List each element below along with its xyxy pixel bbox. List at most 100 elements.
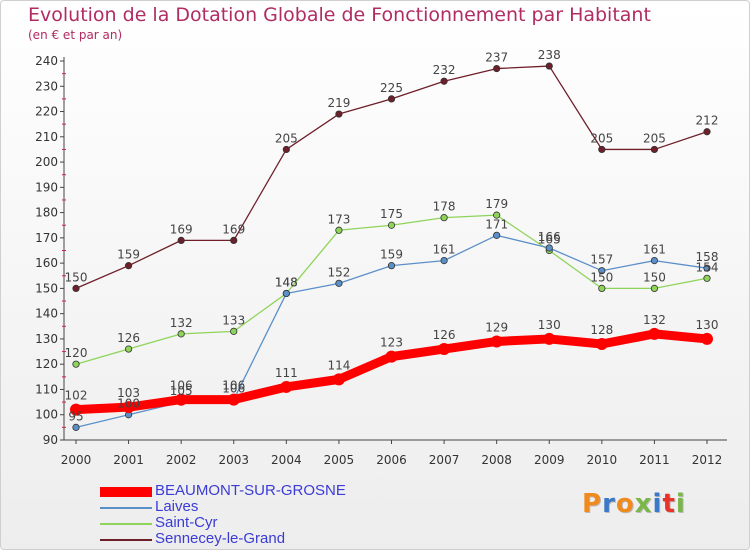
data-label: 161: [433, 243, 456, 257]
data-point: [335, 110, 343, 118]
legend-label: BEAUMONT-SUR-GROSNE: [155, 482, 346, 499]
legend-label: Sennecey-le-Grand: [155, 530, 286, 547]
data-label: 166: [538, 230, 561, 244]
data-point: [438, 343, 451, 356]
legend-swatch: [100, 507, 152, 509]
y-tick-label: 220: [35, 105, 58, 119]
data-label: 148: [275, 275, 298, 289]
data-label: 129: [485, 320, 508, 334]
y-tick-label: 170: [35, 231, 58, 245]
chart-title: Evolution de la Dotation Globale de Fonc…: [28, 4, 651, 26]
y-tick-label: 130: [35, 332, 58, 346]
data-label: 159: [380, 248, 403, 262]
data-point: [493, 231, 501, 239]
data-point: [177, 330, 185, 338]
y-tick-label: 230: [35, 79, 58, 93]
data-label: 173: [327, 212, 350, 226]
data-label: 95: [68, 409, 83, 423]
data-point: [598, 284, 606, 292]
data-label: 128: [590, 323, 613, 337]
x-tick-label: 2000: [61, 453, 92, 467]
y-tick-label: 140: [35, 307, 58, 321]
data-point: [648, 327, 661, 340]
legend-swatch: [100, 539, 152, 541]
data-label: 225: [380, 81, 403, 95]
data-point: [543, 332, 556, 345]
data-point: [385, 350, 398, 363]
data-point: [598, 145, 606, 154]
data-label: 219: [327, 96, 350, 110]
data-label: 157: [590, 253, 613, 267]
data-point: [282, 145, 290, 154]
x-tick-label: 2007: [429, 453, 460, 467]
data-point: [440, 77, 448, 85]
data-label: 205: [275, 131, 298, 145]
data-label: 150: [590, 270, 613, 284]
data-label: 150: [643, 270, 666, 284]
data-point: [650, 284, 659, 292]
data-label: 103: [117, 386, 140, 400]
data-label: 150: [65, 270, 88, 284]
data-label: 126: [433, 328, 456, 342]
y-tick-label: 150: [35, 281, 58, 295]
data-point: [227, 393, 240, 406]
data-point: [72, 360, 80, 368]
data-point: [701, 332, 713, 345]
data-label: 100: [117, 397, 140, 411]
data-point: [335, 226, 343, 234]
data-label: 105: [170, 384, 193, 398]
data-label: 120: [65, 346, 88, 360]
data-point: [545, 244, 553, 252]
data-point: [387, 221, 396, 229]
y-tick-label: 200: [35, 155, 58, 169]
y-tick-label: 240: [35, 54, 58, 68]
data-point: [440, 214, 448, 222]
data-label: 133: [222, 313, 245, 327]
data-point: [70, 403, 82, 416]
data-point: [595, 337, 608, 350]
data-label: 171: [485, 217, 508, 231]
data-point: [493, 211, 501, 219]
data-point: [280, 380, 293, 393]
data-label: 237: [485, 51, 508, 65]
legend-label: Saint-Cyr: [155, 514, 218, 531]
x-tick-label: 2004: [271, 453, 302, 467]
data-point: [703, 128, 711, 136]
x-tick-label: 2009: [534, 453, 565, 467]
y-tick-label: 210: [35, 130, 58, 144]
chart-subtitle: (en € et par an): [28, 28, 123, 42]
data-point: [703, 264, 711, 272]
y-tick-label: 110: [35, 382, 58, 396]
proxiti-logo: Proxiti: [582, 489, 686, 519]
data-label: 161: [643, 243, 666, 257]
x-tick-label: 2012: [692, 453, 723, 467]
data-label: 111: [275, 366, 298, 380]
x-tick-label: 2008: [481, 453, 512, 467]
data-label: 106: [170, 379, 193, 393]
data-label: 148: [275, 275, 298, 289]
data-point: [282, 289, 290, 298]
data-point: [493, 64, 501, 73]
data-label: 130: [696, 318, 719, 332]
data-point: [230, 236, 238, 244]
data-point: [545, 62, 553, 70]
data-point: [175, 393, 188, 406]
data-label: 165: [538, 233, 561, 247]
data-point: [124, 345, 133, 353]
data-label: 123: [380, 336, 403, 350]
data-label: 232: [433, 63, 456, 77]
data-label: 154: [696, 260, 719, 274]
data-label: 205: [643, 131, 666, 145]
data-label: 169: [170, 222, 193, 236]
x-tick-label: 2005: [324, 453, 355, 467]
legend-label: Laives: [155, 498, 199, 515]
legend-swatch: [100, 487, 152, 497]
data-label: 130: [538, 318, 561, 332]
data-point: [490, 335, 503, 348]
x-tick-label: 2003: [218, 453, 249, 467]
x-tick-label: 2006: [376, 453, 407, 467]
x-tick-label: 2001: [113, 453, 144, 467]
legend-swatch: [100, 523, 152, 525]
x-tick-label: 2011: [639, 453, 670, 467]
